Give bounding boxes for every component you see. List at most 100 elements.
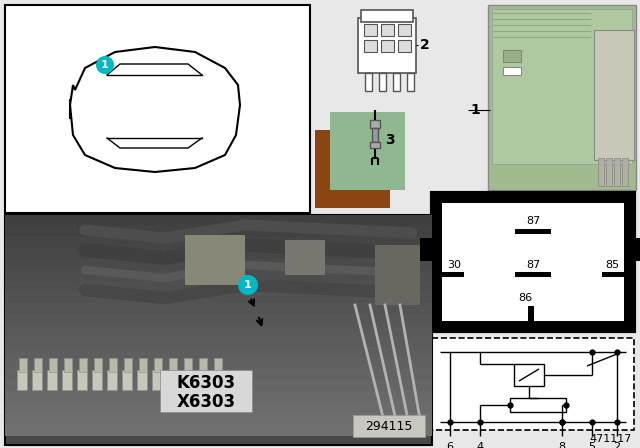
Bar xyxy=(442,272,464,277)
Text: X6303: X6303 xyxy=(177,393,236,411)
Bar xyxy=(212,370,222,390)
Bar xyxy=(614,158,620,186)
Polygon shape xyxy=(420,238,432,261)
Bar xyxy=(169,358,177,372)
Text: 5: 5 xyxy=(589,442,595,448)
Bar xyxy=(5,292,432,304)
Bar xyxy=(5,424,432,436)
Bar xyxy=(5,259,432,271)
Bar xyxy=(514,364,544,386)
Bar xyxy=(77,370,87,390)
Text: 4: 4 xyxy=(476,442,484,448)
Bar xyxy=(5,347,432,359)
Text: 1: 1 xyxy=(470,103,480,117)
Bar xyxy=(184,358,192,372)
Bar xyxy=(5,325,432,337)
Bar xyxy=(492,9,632,164)
Text: 8: 8 xyxy=(559,442,566,448)
Bar xyxy=(5,237,432,249)
Bar xyxy=(515,229,551,234)
Bar xyxy=(5,380,432,392)
Bar xyxy=(515,272,551,277)
Bar xyxy=(285,240,325,275)
Bar xyxy=(375,245,420,305)
Bar xyxy=(398,40,411,52)
Bar xyxy=(358,18,416,73)
Bar xyxy=(361,10,413,22)
Bar xyxy=(79,358,87,372)
Bar xyxy=(364,24,377,36)
Circle shape xyxy=(96,56,114,74)
Text: 471117: 471117 xyxy=(589,434,632,444)
Text: 2: 2 xyxy=(420,38,429,52)
Bar xyxy=(5,402,432,414)
Bar xyxy=(598,158,604,186)
Bar xyxy=(5,314,432,326)
Bar xyxy=(5,336,432,348)
Circle shape xyxy=(238,275,258,295)
Bar xyxy=(370,120,380,128)
Bar xyxy=(488,5,636,190)
Bar xyxy=(5,270,432,282)
Bar xyxy=(64,358,72,372)
Bar xyxy=(432,338,634,430)
Bar xyxy=(122,370,132,390)
Bar xyxy=(528,306,534,322)
Bar xyxy=(315,130,390,208)
Text: 30: 30 xyxy=(447,260,461,270)
Bar xyxy=(185,235,245,285)
Bar xyxy=(5,413,432,425)
Bar xyxy=(398,24,411,36)
Bar xyxy=(62,370,72,390)
Bar xyxy=(182,370,192,390)
Bar xyxy=(19,358,27,372)
Bar xyxy=(379,73,386,91)
Bar xyxy=(442,203,624,321)
Bar xyxy=(5,391,432,403)
Text: 6: 6 xyxy=(447,442,454,448)
Bar xyxy=(5,358,432,370)
Text: K6303: K6303 xyxy=(177,374,236,392)
Bar xyxy=(160,370,252,412)
Bar xyxy=(17,370,27,390)
Bar xyxy=(365,73,372,91)
Bar xyxy=(152,370,162,390)
Bar xyxy=(393,73,400,91)
Bar xyxy=(364,40,377,52)
Bar xyxy=(381,24,394,36)
Text: 1: 1 xyxy=(101,60,109,70)
Bar xyxy=(139,358,147,372)
Bar xyxy=(5,215,432,445)
Bar xyxy=(5,5,310,213)
Text: 294115: 294115 xyxy=(365,419,413,432)
Bar xyxy=(330,112,405,190)
Bar xyxy=(197,370,207,390)
Text: 86: 86 xyxy=(518,293,532,303)
Bar xyxy=(594,30,634,160)
Bar xyxy=(49,358,57,372)
Bar xyxy=(92,370,102,390)
Text: 2: 2 xyxy=(613,442,621,448)
Bar xyxy=(353,415,425,437)
Bar xyxy=(199,358,207,372)
Bar xyxy=(5,281,432,293)
Text: 87: 87 xyxy=(526,260,540,270)
Bar xyxy=(622,158,628,186)
Bar xyxy=(432,193,634,331)
Text: 85: 85 xyxy=(605,260,619,270)
Bar xyxy=(5,369,432,381)
Bar xyxy=(32,370,42,390)
Polygon shape xyxy=(634,238,640,261)
Bar xyxy=(137,370,147,390)
Bar xyxy=(5,303,432,315)
Bar xyxy=(47,370,57,390)
Bar xyxy=(124,358,132,372)
Bar xyxy=(107,370,117,390)
Polygon shape xyxy=(70,47,240,172)
Text: 3: 3 xyxy=(385,133,395,147)
Bar xyxy=(602,272,624,277)
Bar xyxy=(606,158,612,186)
Bar xyxy=(34,358,42,372)
Bar xyxy=(109,358,117,372)
Bar xyxy=(5,215,432,227)
